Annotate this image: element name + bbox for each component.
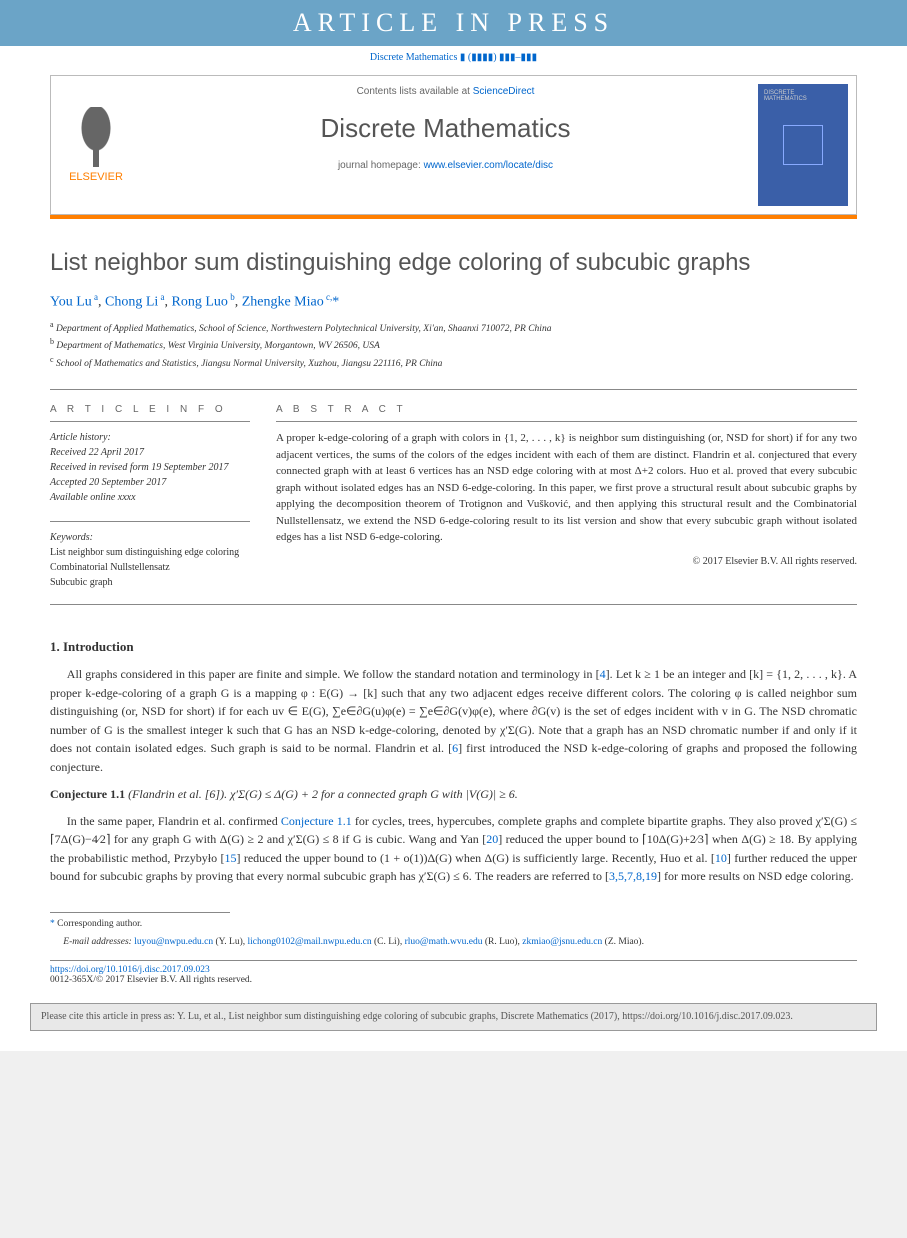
- email-link[interactable]: rluo@math.wvu.edu: [405, 937, 483, 947]
- email-who: (C. Li): [374, 937, 400, 947]
- elsevier-tree-icon: [71, 107, 121, 167]
- history-received: Received 22 April 2017: [50, 445, 250, 460]
- section-heading: 1. Introduction: [50, 639, 857, 655]
- divider: [50, 604, 857, 605]
- footnote-rule: [50, 912, 230, 913]
- orange-divider: [50, 215, 857, 219]
- journal-ref-link[interactable]: Discrete Mathematics: [370, 52, 457, 63]
- abstract-label: A B S T R A C T: [276, 404, 857, 422]
- journal-header-box: ELSEVIER Contents lists available at Sci…: [50, 75, 857, 215]
- text-run: All graphs considered in this paper are …: [67, 667, 600, 681]
- author-link[interactable]: Zhengke Miao: [242, 295, 324, 310]
- citation-link[interactable]: 15: [224, 851, 236, 865]
- citation-link[interactable]: 3,5,7,8,19: [609, 869, 657, 883]
- paragraph: All graphs considered in this paper are …: [50, 665, 857, 777]
- text-run: ] reduced the upper bound to (1 + o(1))Δ…: [236, 851, 714, 865]
- affiliation: c School of Mathematics and Statistics, …: [50, 354, 857, 371]
- info-abstract-row: A R T I C L E I N F O Article history: R…: [50, 389, 857, 590]
- homepage-link[interactable]: www.elsevier.com/locate/disc: [424, 160, 554, 171]
- keyword-item: Combinatorial Nullstellensatz: [50, 560, 250, 575]
- keywords-label: Keywords:: [50, 530, 250, 545]
- elsevier-text: ELSEVIER: [69, 171, 123, 183]
- author-link[interactable]: Rong Luo: [172, 295, 228, 310]
- text-run: In the same paper, Flandrin et al. confi…: [67, 814, 281, 828]
- email-who: (R. Luo): [485, 937, 518, 947]
- journal-cover-thumb[interactable]: [758, 84, 848, 206]
- author-link[interactable]: Chong Li: [105, 295, 158, 310]
- history-label: Article history:: [50, 430, 250, 445]
- aff-sup: b: [50, 337, 54, 346]
- author-aff: b: [228, 292, 235, 302]
- citation-box: Please cite this article in press as: Y.…: [30, 1003, 877, 1031]
- aff-text: School of Mathematics and Statistics, Ji…: [56, 359, 443, 369]
- conjecture-label: Conjecture 1.1: [50, 787, 125, 801]
- author-aff: a: [158, 292, 164, 302]
- author-list: You Lu a, Chong Li a, Rong Luo b, Zhengk…: [50, 292, 857, 311]
- article-info-col: A R T I C L E I N F O Article history: R…: [50, 404, 250, 590]
- cover-art-icon: [783, 125, 823, 165]
- corresponding-footnote: * Corresponding author.: [50, 917, 857, 931]
- copyright-line: © 2017 Elsevier B.V. All rights reserved…: [276, 556, 857, 567]
- conjecture-ref-link[interactable]: Conjecture 1.1: [281, 814, 352, 828]
- conjecture: Conjecture 1.1 (Flandrin et al. [6]). χ′…: [50, 787, 857, 802]
- history-online: Available online xxxx: [50, 490, 250, 505]
- keyword-item: List neighbor sum distinguishing edge co…: [50, 545, 250, 560]
- doi-link[interactable]: https://doi.org/10.1016/j.disc.2017.09.0…: [50, 965, 210, 975]
- elsevier-logo[interactable]: ELSEVIER: [51, 76, 141, 214]
- author-link[interactable]: You Lu: [50, 295, 92, 310]
- section-introduction: 1. Introduction All graphs considered in…: [50, 639, 857, 886]
- abstract-col: A B S T R A C T A proper k-edge-coloring…: [276, 404, 857, 590]
- email-link[interactable]: zkmiao@jsnu.edu.cn: [522, 937, 602, 947]
- homepage-prefix: journal homepage:: [338, 160, 424, 171]
- email-link[interactable]: luyou@nwpu.edu.cn: [134, 937, 213, 947]
- affiliation: a Department of Applied Mathematics, Sch…: [50, 319, 857, 336]
- paragraph: In the same paper, Flandrin et al. confi…: [50, 812, 857, 886]
- article-history: Article history: Received 22 April 2017 …: [50, 430, 250, 505]
- article-title: List neighbor sum distinguishing edge co…: [50, 247, 857, 278]
- citation-link[interactable]: 10: [715, 851, 727, 865]
- history-revised: Received in revised form 19 September 20…: [50, 460, 250, 475]
- homepage-line: journal homepage: www.elsevier.com/locat…: [151, 160, 740, 171]
- history-accepted: Accepted 20 September 2017: [50, 475, 250, 490]
- page: ARTICLE IN PRESS Discrete Mathematics ▮ …: [0, 0, 907, 1051]
- doi-block: https://doi.org/10.1016/j.disc.2017.09.0…: [50, 960, 857, 985]
- corr-text: Corresponding author.: [57, 919, 142, 929]
- sciencedirect-link[interactable]: ScienceDirect: [473, 86, 535, 97]
- email-who: (Y. Lu): [216, 937, 243, 947]
- affiliation: b Department of Mathematics, West Virgin…: [50, 336, 857, 353]
- aff-text: Department of Mathematics, West Virginia…: [56, 341, 379, 351]
- conjecture-body: χ′Σ(G) ≤ Δ(G) + 2 for a connected graph …: [227, 787, 518, 801]
- journal-ref-placeholder: ▮ (▮▮▮▮) ▮▮▮–▮▮▮: [460, 52, 537, 63]
- email-footnote: E-mail addresses: luyou@nwpu.edu.cn (Y. …: [50, 935, 857, 949]
- contents-line: Contents lists available at ScienceDirec…: [151, 86, 740, 97]
- keyword-item: Subcubic graph: [50, 575, 250, 590]
- rights-line: 0012-365X/© 2017 Elsevier B.V. All right…: [50, 975, 252, 985]
- header-center: Contents lists available at ScienceDirec…: [141, 76, 750, 214]
- aff-text: Department of Applied Mathematics, Schoo…: [56, 324, 552, 334]
- corresponding-star-icon: *: [332, 295, 339, 310]
- in-press-banner: ARTICLE IN PRESS: [0, 0, 907, 46]
- abstract-text: A proper k-edge-coloring of a graph with…: [276, 430, 857, 546]
- email-label: E-mail addresses:: [63, 937, 132, 947]
- contents-prefix: Contents lists available at: [357, 86, 473, 97]
- author-aff: c,: [324, 292, 333, 302]
- aff-sup: a: [50, 320, 54, 329]
- conjecture-source: (Flandrin et al. [6]).: [125, 787, 227, 801]
- email-link[interactable]: lichong0102@mail.nwpu.edu.cn: [248, 937, 372, 947]
- citation-link[interactable]: 20: [486, 832, 498, 846]
- journal-short-ref: Discrete Mathematics ▮ (▮▮▮▮) ▮▮▮–▮▮▮: [50, 46, 857, 69]
- article-info-label: A R T I C L E I N F O: [50, 404, 250, 422]
- journal-title: Discrete Mathematics: [151, 113, 740, 144]
- author-aff: a: [92, 292, 98, 302]
- aff-sup: c: [50, 355, 54, 364]
- text-run: ] for more results on NSD edge coloring.: [657, 869, 854, 883]
- keywords-block: Keywords: List neighbor sum distinguishi…: [50, 521, 250, 590]
- email-who: (Z. Miao): [605, 937, 642, 947]
